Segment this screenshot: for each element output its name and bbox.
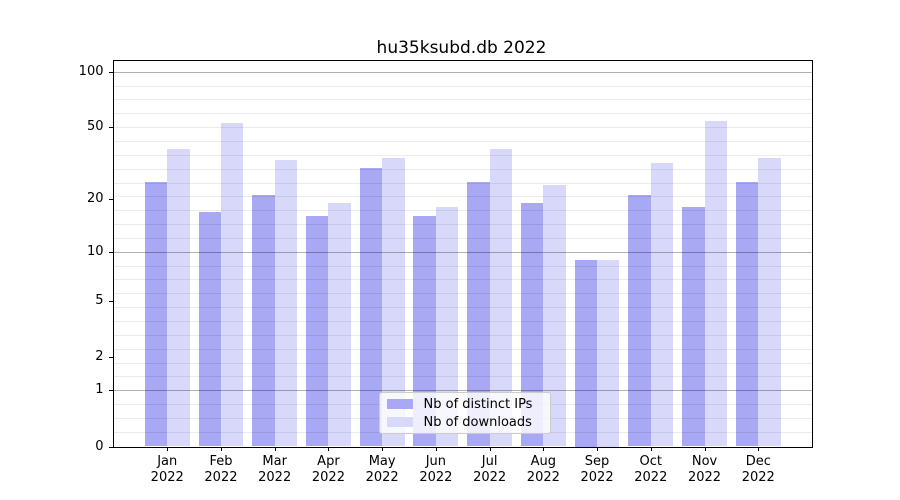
bar-downloads-mar <box>274 160 298 447</box>
x-tick <box>758 446 760 451</box>
x-tick-label-feb: Feb 2022 <box>204 454 238 485</box>
gridline-major <box>113 390 812 392</box>
legend-swatch-distinct-ips <box>386 399 413 409</box>
gridline-minor <box>113 113 812 115</box>
x-tick-label-apr: Apr 2022 <box>311 454 345 485</box>
x-tick-label-nov: Nov 2022 <box>687 454 722 485</box>
x-tick <box>597 446 599 451</box>
x-tick <box>274 446 276 451</box>
y-tick <box>108 127 113 129</box>
bar-downloads-nov <box>704 121 727 447</box>
y-tick-label: 50 <box>86 119 104 135</box>
y-tick-label: 2 <box>95 349 104 365</box>
y-tick-label: 20 <box>86 191 104 207</box>
gridline-minor <box>113 99 812 101</box>
y-tick <box>108 71 113 73</box>
x-tick-label-jul: Jul 2022 <box>473 454 507 485</box>
y-tick-label: 10 <box>86 243 104 259</box>
bar-distinct-ips-jan <box>144 181 168 447</box>
bar-distinct-ips-jun <box>413 216 436 447</box>
gridline-minor <box>113 85 812 87</box>
gridline-minor <box>113 334 812 336</box>
gridline-minor <box>113 140 812 142</box>
x-tick <box>220 446 222 451</box>
gridline-minor <box>113 237 812 239</box>
x-tick <box>543 446 545 451</box>
gridline-minor <box>113 168 812 170</box>
y-tick <box>108 199 113 201</box>
x-tick-label-jun: Jun 2022 <box>419 454 453 485</box>
x-tick-label-may: May 2022 <box>365 454 399 485</box>
y-tick-label: 0 <box>95 438 104 454</box>
gridline-minor <box>113 182 812 184</box>
bar-downloads-aug <box>543 185 566 447</box>
bar-downloads-dec <box>758 157 781 447</box>
x-tick <box>489 446 491 451</box>
gridline-minor <box>113 154 812 156</box>
bar-downloads-oct <box>650 162 674 447</box>
bar-downloads-jun <box>435 207 459 447</box>
x-tick-label-mar: Mar 2022 <box>258 454 292 485</box>
x-tick <box>167 446 169 451</box>
legend: Nb of distinct IPs Nb of downloads <box>378 392 551 434</box>
y-tick <box>108 251 113 253</box>
x-tick <box>328 446 330 451</box>
bar-distinct-ips-feb <box>198 211 221 447</box>
x-tick-label-jan: Jan 2022 <box>150 454 184 485</box>
y-tick-label: 100 <box>78 63 104 79</box>
legend-swatch-downloads <box>386 417 413 427</box>
gridline-minor <box>113 293 812 295</box>
bar-distinct-ips-jul <box>467 181 490 447</box>
x-tick-label-oct: Oct 2022 <box>634 454 668 485</box>
gridline-minor <box>113 127 812 129</box>
legend-row-distinct-ips: Nb of distinct IPs <box>386 396 550 412</box>
legend-label-downloads: Nb of downloads <box>423 414 532 430</box>
gridline-major <box>113 71 812 73</box>
x-tick-label-sep: Sep 2022 <box>580 454 614 485</box>
y-tick <box>108 357 113 359</box>
gridline-major <box>113 251 812 253</box>
y-tick <box>108 446 113 448</box>
bar-downloads-apr <box>328 203 351 447</box>
bar-distinct-ips-oct <box>628 195 651 447</box>
gridline-minor <box>113 376 812 378</box>
y-tick <box>108 390 113 392</box>
gridline-minor <box>113 265 812 267</box>
bar-downloads-jan <box>167 148 190 447</box>
bar-downloads-jul <box>489 148 512 447</box>
chart-title: hu35ksubd.db 2022 <box>376 38 547 58</box>
gridline-minor <box>113 196 812 198</box>
y-tick-label: 1 <box>95 382 104 398</box>
gridline-minor <box>113 321 812 323</box>
x-tick <box>650 446 652 451</box>
y-tick-label: 5 <box>95 292 104 308</box>
bar-distinct-ips-nov <box>682 207 705 447</box>
bar-downloads-sep <box>597 259 620 447</box>
x-tick-label-dec: Dec 2022 <box>741 454 775 485</box>
bar-downloads-feb <box>220 122 244 447</box>
bar-distinct-ips-may <box>359 167 383 447</box>
bar-distinct-ips-dec <box>735 181 759 447</box>
gridline-minor <box>113 224 812 226</box>
gridline-minor <box>113 348 812 350</box>
legend-label-distinct-ips: Nb of distinct IPs <box>423 396 533 412</box>
bar-distinct-ips-apr <box>306 216 329 447</box>
x-tick <box>704 446 706 451</box>
gridline-minor <box>113 362 812 364</box>
y-tick <box>108 300 113 302</box>
x-tick <box>382 446 384 451</box>
gridline-minor <box>113 307 812 309</box>
bar-distinct-ips-sep <box>574 259 598 447</box>
bar-downloads-may <box>382 157 405 447</box>
x-tick-label-aug: Aug 2022 <box>526 454 560 485</box>
legend-row-downloads: Nb of downloads <box>386 414 550 430</box>
gridline-minor <box>113 210 812 212</box>
plot-area: 100 50 20 10 5 2 1 0 Jan 2022 Feb 2022 Mar 2022 Apr… <box>79 60 813 485</box>
x-tick <box>435 446 437 451</box>
gridline-minor <box>113 279 812 281</box>
bar-distinct-ips-mar <box>252 195 275 447</box>
bar-distinct-ips-aug <box>520 203 544 447</box>
